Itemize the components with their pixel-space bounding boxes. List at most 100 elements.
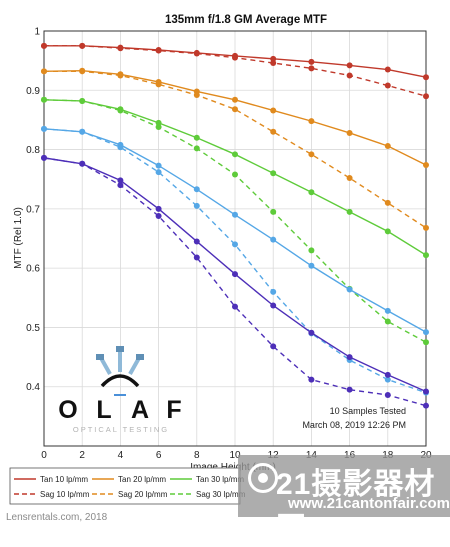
series-sag-10-lp-mm [41, 42, 429, 100]
data-point [79, 68, 86, 75]
grid [43, 30, 427, 446]
annotation-date: March 08, 2019 12:26 PM [302, 420, 406, 430]
annotation-samples: 10 Samples Tested [330, 406, 406, 416]
data-point [308, 118, 315, 125]
olaf-subtitle: OPTICAL TESTING [73, 425, 169, 434]
data-point [232, 303, 238, 310]
data-point [155, 81, 162, 88]
data-point [384, 376, 391, 383]
series-sag-50-lp-mm [41, 154, 429, 409]
data-point [346, 208, 353, 215]
data-point [270, 107, 277, 114]
data-point [117, 45, 124, 52]
data-point [117, 177, 124, 184]
x-tick-label: 10 [229, 450, 241, 461]
data-point [41, 154, 47, 161]
data-point [232, 106, 238, 113]
data-point [232, 171, 238, 178]
y-tick-label: 0.5 [26, 323, 40, 334]
data-point [270, 343, 277, 350]
data-point [270, 170, 277, 177]
legend: Tan 10 lp/mm Sag 10 lp/mm Tan 20 lp/mm Sag … [9, 467, 246, 505]
olaf-letter-f: F [166, 396, 181, 424]
olaf-letter-l: L [96, 396, 111, 424]
legend-label: Tan 10 lp/mm [40, 475, 88, 484]
data-point [79, 97, 86, 104]
data-point [270, 128, 277, 135]
data-point [41, 68, 47, 75]
data-point [155, 212, 162, 219]
legend-label: Sag 10 lp/mm [40, 490, 90, 499]
data-point [270, 208, 277, 215]
data-point [308, 262, 315, 269]
data-point [193, 50, 200, 57]
y-tick-label: 0.6 [26, 264, 40, 275]
data-point [346, 386, 353, 393]
y-tick-label: 0.7 [26, 204, 40, 215]
data-point [41, 42, 47, 49]
x-tick-label: 8 [194, 450, 200, 461]
data-point [79, 128, 86, 135]
data-point [232, 96, 238, 103]
series-line [43, 157, 427, 407]
data-point [384, 392, 391, 399]
data-point [308, 189, 315, 196]
data-point [232, 151, 238, 158]
data-point [155, 205, 162, 212]
data-point [232, 241, 238, 248]
data-point [117, 72, 124, 79]
data-point [193, 134, 200, 141]
data-point [155, 47, 162, 54]
y-tick-label: 0.9 [26, 86, 40, 97]
data-point [346, 175, 353, 182]
data-point [384, 66, 391, 73]
data-point [423, 93, 429, 100]
data-point [79, 160, 86, 167]
data-point [384, 371, 391, 378]
x-tick-label: 4 [118, 450, 124, 461]
series-sag-20-lp-mm [41, 68, 429, 231]
x-tick-label: 2 [79, 450, 85, 461]
series-layer [41, 42, 429, 409]
legend-box [9, 467, 241, 505]
data-point [193, 186, 200, 193]
legend-label: Sag 30 lp/mm [196, 490, 246, 499]
data-point [308, 329, 315, 336]
data-point [155, 124, 162, 131]
watermark-logo-icon [248, 463, 278, 493]
data-point [308, 58, 315, 65]
data-point [193, 145, 200, 152]
data-point [423, 402, 429, 409]
data-point [193, 254, 200, 261]
data-point [155, 169, 162, 176]
data-point [41, 96, 47, 103]
olaf-camera-icon [96, 346, 144, 396]
data-point [423, 161, 429, 168]
data-point [346, 354, 353, 361]
legend-label: Tan 30 lp/mm [196, 475, 244, 484]
series-line [44, 70, 427, 229]
y-tick-label: 0.8 [26, 145, 40, 156]
data-point [308, 247, 315, 254]
y-tick-label: 0.4 [26, 382, 40, 393]
data-point [232, 271, 238, 278]
data-point [117, 182, 124, 189]
data-point [308, 376, 315, 383]
data-point [423, 74, 429, 81]
data-point [384, 143, 391, 150]
x-axis-label: Image Height (mm) [190, 462, 276, 473]
data-point [79, 42, 86, 49]
data-point [193, 238, 200, 245]
data-point [193, 202, 200, 209]
data-point [155, 119, 162, 126]
y-tick-label: 1 [34, 27, 40, 38]
data-point [270, 236, 277, 243]
data-point [155, 162, 162, 169]
legend-label: Sag 20 lp/mm [118, 490, 168, 499]
plot-frame [43, 30, 427, 447]
watermark: 21摄影器材网 www.21cantonfair.com [238, 455, 450, 545]
data-point [270, 288, 277, 295]
olaf-letter-o: O [58, 396, 77, 424]
data-point [308, 151, 315, 158]
data-point [41, 125, 47, 132]
